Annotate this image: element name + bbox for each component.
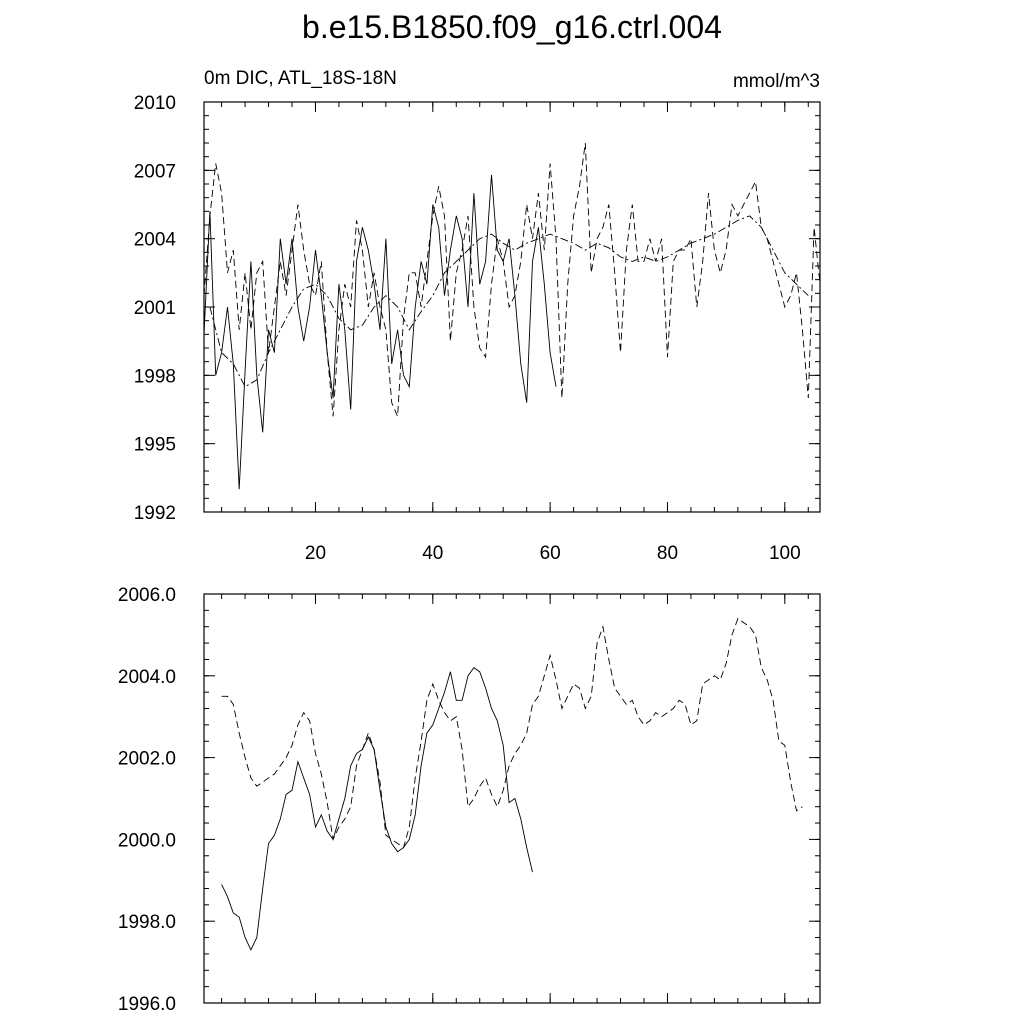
- x-tick-label: 60: [540, 543, 561, 564]
- figure-title: b.e15.B1850.f09_g16.ctrl.004: [302, 9, 722, 45]
- y-tick-label: 2010: [134, 93, 176, 114]
- x-tick-label: 80: [657, 543, 678, 564]
- x-tick-label: 100: [769, 543, 801, 564]
- plot-frame: [203, 593, 821, 1004]
- top-panel: 1992 1995 1998 2001 2004 2007 2010 20 40 60 80 100: [134, 93, 821, 564]
- bottom-panel: 1996.0 1998.0 2000.0 2002.0 2004.0 2006.0: [118, 585, 821, 1015]
- series-line-dashed: [221, 617, 803, 849]
- plot-frame: [203, 101, 821, 513]
- y-tick-label: 2004: [134, 230, 177, 251]
- y-tick-label: 2006.0: [118, 585, 176, 606]
- y-tick-label: 2002.0: [118, 749, 176, 770]
- y-tick-label: 1996.0: [118, 994, 176, 1015]
- x-tick-label: 20: [305, 543, 326, 564]
- y-tick-label: 2000.0: [118, 830, 176, 851]
- series-line-dash-dot: [209, 215, 809, 388]
- y-tick-label: 1995: [134, 435, 176, 456]
- y-tick-label: 2004.0: [118, 667, 176, 688]
- top-panel-subtitle-right: mmol/m^3: [733, 71, 820, 92]
- top-panel-subtitle-left: 0m DIC, ATL_18S-18N: [204, 68, 397, 89]
- y-tick-label: 2007: [134, 161, 176, 182]
- y-tick-label: 1992: [134, 503, 176, 524]
- series-line-solid: [203, 174, 557, 490]
- y-tick-label: 1998: [134, 366, 176, 387]
- x-tick-label: 40: [422, 543, 443, 564]
- y-tick-label: 1998.0: [118, 912, 176, 933]
- y-tick-label: 2001: [134, 298, 176, 319]
- series-line-dashed: [203, 142, 821, 417]
- series-line-solid: [221, 666, 533, 951]
